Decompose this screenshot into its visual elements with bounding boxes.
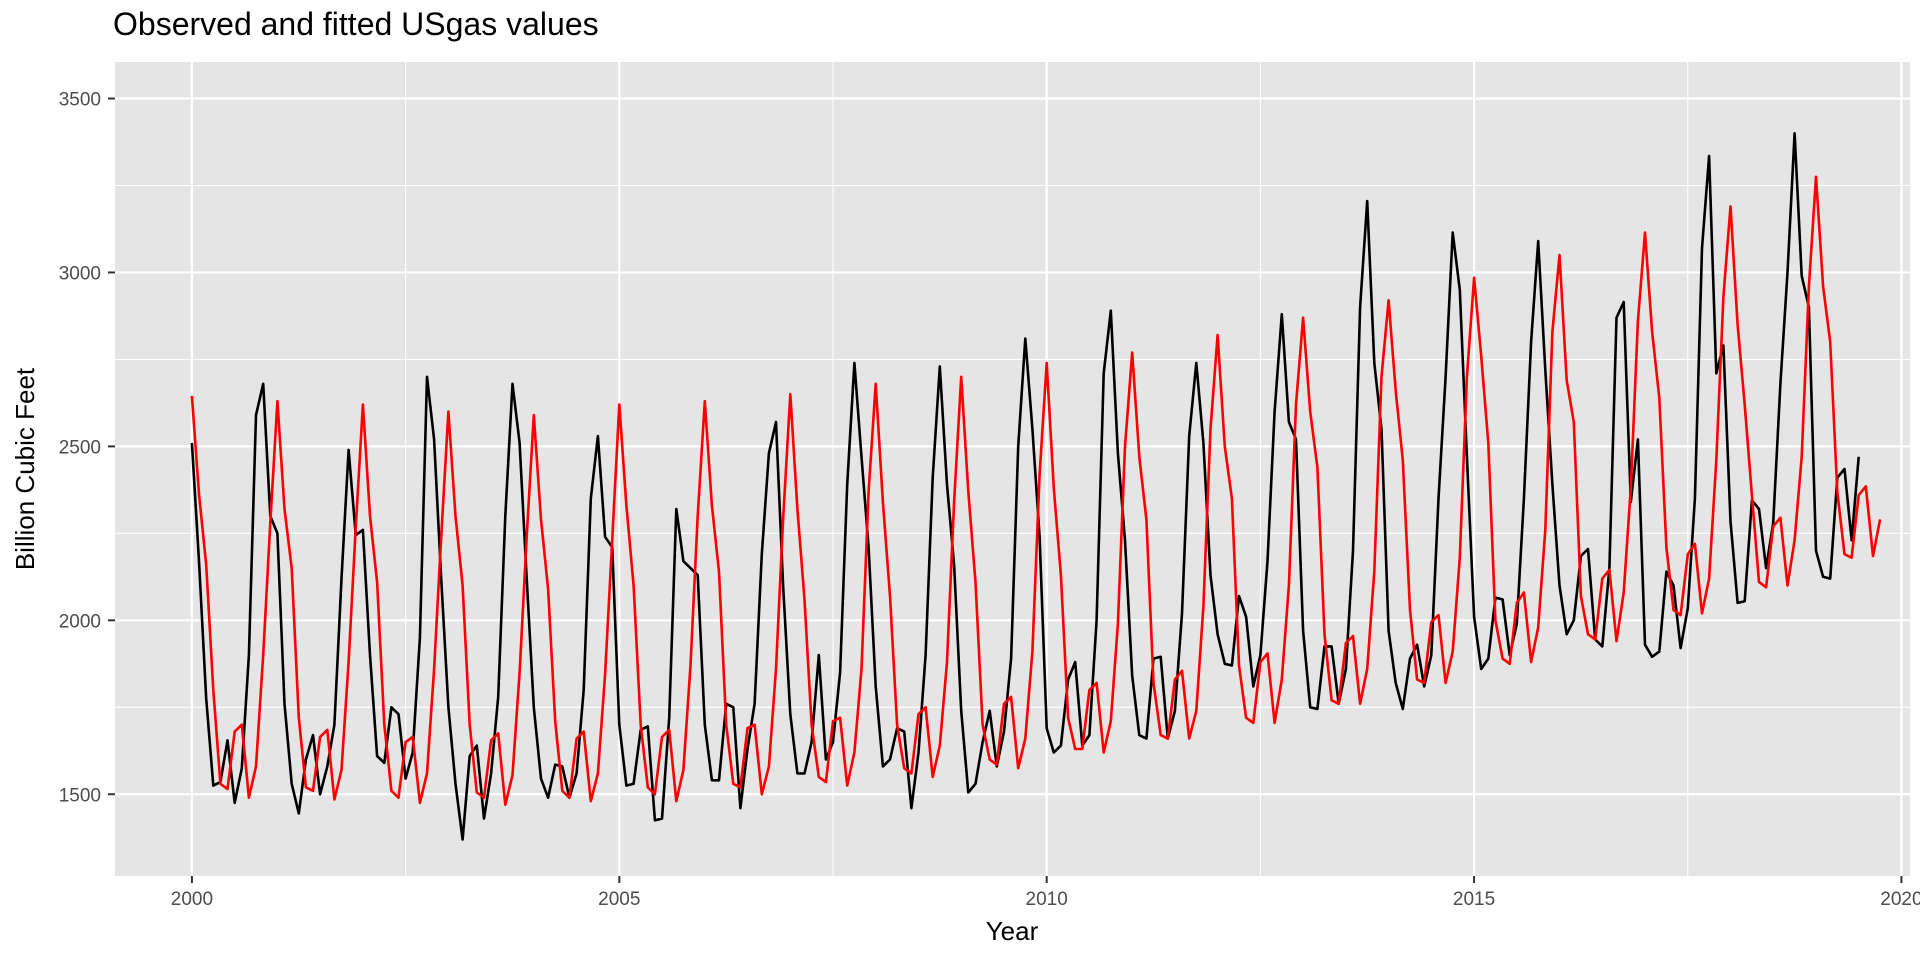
x-tick-label: 2010 — [1026, 889, 1068, 910]
x-tick-label: 2015 — [1453, 889, 1495, 910]
series-layer — [190, 132, 1882, 841]
x-tick-label: 2000 — [171, 889, 213, 910]
y-tick-label: 3000 — [59, 263, 101, 284]
y-tick-label: 1500 — [59, 785, 101, 806]
y-tick-label: 2000 — [59, 611, 101, 632]
series-line-fitted — [190, 175, 1882, 807]
y-tick-label: 3500 — [59, 90, 101, 111]
x-tick-label: 2020 — [1880, 889, 1920, 910]
y-tick-label: 2500 — [59, 437, 101, 458]
chart-title: Observed and fitted USgas values — [113, 6, 599, 42]
series-line-observed — [190, 132, 1860, 841]
y-axis-title: Billion Cubic Feet — [10, 367, 40, 570]
axes-layer: 2000 2005 2010 2015 2020 1500 2000 2500 3000 3500 — [59, 90, 1920, 910]
x-tick-label: 2005 — [598, 889, 640, 910]
x-axis-title: Year — [986, 916, 1039, 946]
grid-major — [115, 62, 1910, 876]
